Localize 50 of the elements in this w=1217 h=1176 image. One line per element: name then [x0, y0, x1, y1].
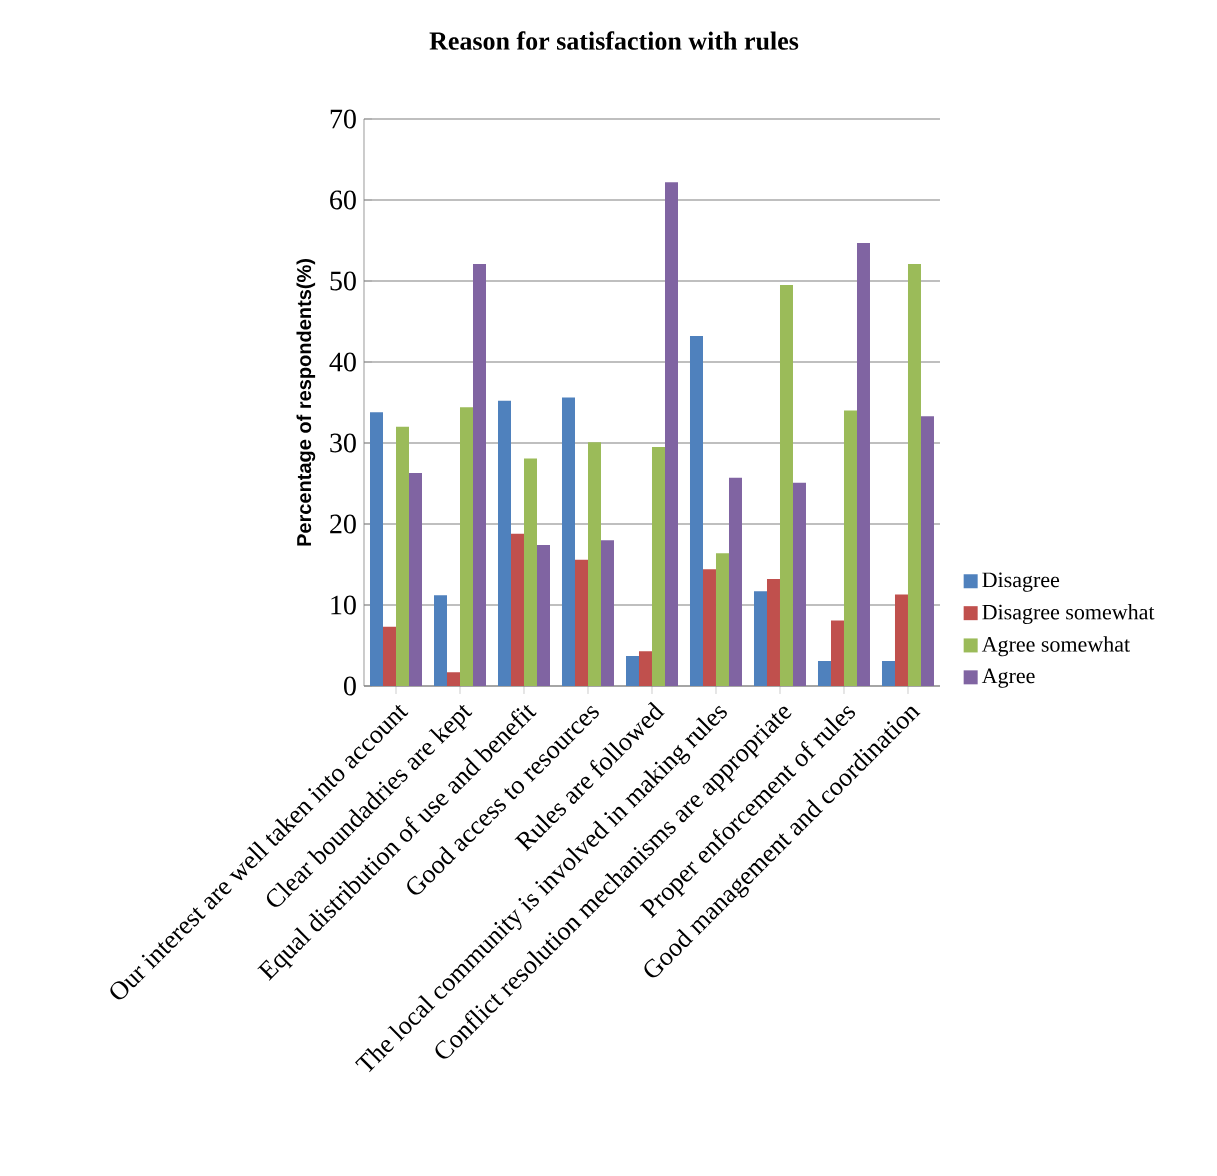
bar	[715, 553, 729, 686]
bar	[843, 410, 857, 686]
bar	[537, 545, 550, 686]
y-tick-label: 20	[330, 514, 356, 534]
bar	[753, 591, 767, 686]
bar	[588, 442, 601, 686]
bar	[409, 472, 422, 686]
bar	[780, 285, 793, 686]
bar	[766, 579, 780, 686]
y-axis-title: Percentage of respondents(%)	[296, 259, 316, 546]
bar	[792, 482, 806, 686]
legend-label: Disagree	[982, 572, 1060, 592]
bar	[881, 660, 895, 686]
bar	[638, 651, 652, 686]
bar	[562, 397, 575, 686]
chart-title: Reason for satisfaction with rules	[429, 31, 799, 50]
bar	[651, 447, 665, 686]
bar	[523, 458, 537, 686]
bar	[434, 595, 447, 686]
bar	[575, 559, 588, 686]
bar	[370, 412, 383, 686]
legend-label: Agree	[981, 668, 1035, 688]
bar	[665, 182, 678, 686]
bar	[396, 426, 409, 686]
bar	[383, 626, 396, 686]
bar	[511, 533, 524, 686]
bar	[498, 400, 511, 686]
y-tick-label: 30	[330, 433, 356, 453]
bar	[856, 242, 870, 686]
y-tick-label: 70	[330, 109, 356, 129]
bar	[460, 407, 473, 686]
bar	[907, 263, 921, 686]
bar	[625, 656, 639, 686]
y-tick-label: 10	[331, 595, 356, 615]
bar	[601, 540, 614, 686]
bar	[447, 672, 460, 686]
bar	[728, 477, 742, 686]
legend-label: Agree somewhat	[981, 636, 1130, 657]
bar	[830, 620, 844, 686]
bar	[920, 416, 934, 686]
bar	[473, 263, 486, 686]
bar	[690, 336, 703, 686]
y-tick-label: 40	[329, 352, 356, 372]
bar	[703, 569, 716, 686]
legend-label: Disagree somewhat	[982, 604, 1155, 625]
y-tick-label: 0	[344, 676, 356, 696]
bar	[817, 660, 831, 686]
y-tick-label: 60	[330, 190, 356, 210]
bar	[894, 594, 908, 686]
y-tick-label: 50	[330, 271, 356, 291]
